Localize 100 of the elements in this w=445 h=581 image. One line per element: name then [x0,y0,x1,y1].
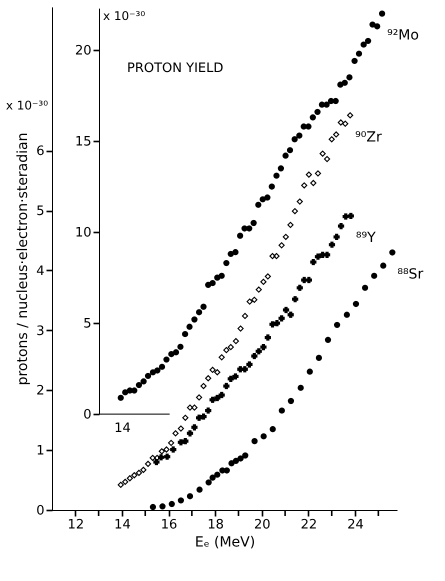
point [158,364,166,370]
x-tick-label: 18 [207,518,224,532]
point [191,316,198,323]
point [159,503,166,510]
point [170,446,176,453]
point [210,366,216,373]
point [324,156,330,162]
point [362,284,368,291]
point [228,376,234,382]
point [196,414,202,421]
point [251,352,258,360]
point [118,394,124,401]
point [168,500,175,508]
point [186,324,193,330]
point [287,222,294,228]
point [324,252,330,258]
point [342,80,348,86]
point [320,150,326,157]
point [288,398,294,404]
y2-tick-label: 0 [83,408,92,423]
point [246,298,253,305]
point [218,272,225,279]
point [237,455,244,462]
point [270,426,276,432]
point [380,262,386,269]
x-axis-title: Eₑ (MeV) [194,534,256,550]
point [316,354,322,361]
point [301,182,308,188]
point [352,300,360,308]
point [196,309,202,316]
point [214,274,220,281]
point [324,336,332,344]
point [150,369,156,376]
point [228,460,235,466]
point [306,172,312,178]
x-tick-label: 16 [160,518,178,532]
point [260,196,266,202]
point [210,280,216,286]
point [154,367,160,374]
point [389,249,396,256]
point [200,413,207,420]
point [314,108,321,116]
point [292,208,298,214]
point [136,470,142,476]
point [196,486,203,493]
point [223,260,230,266]
point [344,312,350,318]
y-tick-label: 2 [36,384,44,399]
point [351,58,358,64]
series-label: ⁹²Mo [387,28,419,44]
point [186,493,194,500]
point [178,425,184,432]
point [122,478,128,485]
point [200,304,207,310]
point [144,460,152,467]
point [264,273,271,280]
point [356,50,362,57]
point [210,474,216,481]
point [140,466,146,473]
point [118,482,124,488]
annotation: x 10⁻³⁰ [103,9,146,24]
point [224,467,230,474]
point [292,296,298,302]
point [228,344,234,350]
point [246,361,253,368]
point [374,23,380,30]
point [223,346,230,354]
point [264,334,271,341]
point [196,394,202,401]
point [150,504,156,510]
y-axis-title: protons / nucleus·electron·steradian [15,132,32,386]
point [163,446,170,453]
point [278,315,285,322]
y-tick-label: 3 [36,324,44,339]
point [369,21,376,28]
point [260,344,267,350]
point [214,472,220,478]
point [301,276,308,284]
point [328,136,335,142]
point [242,366,248,372]
point [218,354,225,360]
point [338,119,344,126]
point [172,430,179,436]
point [310,180,316,186]
y-tick-label: 1 [36,444,44,459]
point [286,147,294,154]
point [310,114,316,120]
y-tick-label: 4 [36,264,44,279]
y-tick-label: 0 [36,504,44,518]
y2-tick-label: 10 [74,226,92,241]
x-tick-label: 24 [347,518,364,532]
point [288,312,294,318]
point [218,392,225,398]
point [260,278,267,285]
point [136,382,142,388]
point [144,372,152,380]
point [246,225,252,232]
point [348,212,354,220]
point [210,396,216,403]
point [371,272,378,279]
